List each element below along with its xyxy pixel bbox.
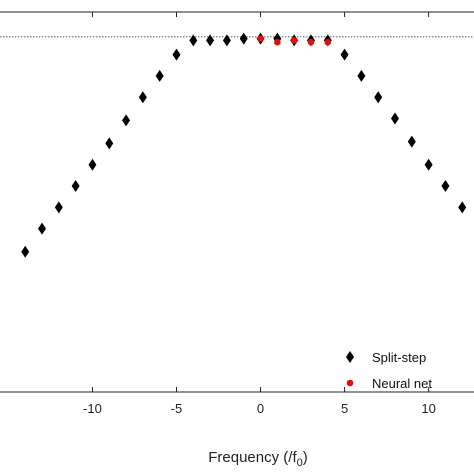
point-split-step (122, 114, 131, 127)
point-split-step (38, 222, 47, 235)
point-split-step (172, 48, 181, 61)
point-neural-net (307, 38, 315, 46)
point-split-step (407, 135, 416, 148)
point-split-step (222, 34, 231, 47)
x-axis-label-end: ) (303, 449, 308, 466)
legend-label-split-step: Split-step (372, 350, 426, 365)
point-split-step (424, 158, 433, 171)
legend-marker-neural-net (346, 379, 354, 387)
legend: Split-step Neural net (346, 350, 432, 391)
x-tick-label: 5 (341, 401, 348, 416)
point-split-step (88, 158, 97, 171)
x-axis-label-subscript: 0 (297, 457, 303, 469)
plot-area: -10 -5 0 5 10 (0, 11, 474, 416)
point-split-step (105, 137, 114, 150)
legend-marker-split-step (346, 351, 354, 363)
point-neural-net (290, 37, 298, 44)
point-split-step (206, 34, 215, 47)
data-points (21, 32, 467, 258)
point-neural-net (324, 38, 332, 46)
point-split-step (357, 69, 366, 82)
legend-label-neural-net: Neural net (372, 376, 432, 391)
x-tick-label: -10 (83, 401, 102, 416)
point-split-step (239, 32, 248, 45)
point-split-step (391, 112, 399, 125)
x-ticks: -10 -5 0 5 10 (83, 12, 436, 416)
point-split-step (374, 91, 383, 104)
point-split-step (71, 180, 80, 193)
point-split-step (21, 245, 30, 258)
x-tick-label: 10 (421, 401, 435, 416)
point-split-step (441, 180, 450, 193)
point-split-step (54, 201, 63, 214)
point-neural-net (257, 35, 264, 42)
point-split-step (340, 48, 349, 61)
point-split-step (189, 34, 198, 47)
point-neural-net (274, 38, 281, 46)
point-split-step (155, 69, 164, 82)
x-axis-label-main: Frequency (/f (208, 449, 297, 466)
legend-entry-split-step: Split-step (346, 350, 426, 365)
point-split-step (458, 201, 467, 214)
point-split-step (138, 91, 147, 104)
x-tick-label: -5 (171, 401, 183, 416)
legend-entry-neural-net: Neural net (346, 376, 432, 391)
x-tick-label: 0 (257, 401, 264, 416)
x-axis-label: Frequency (/f0) (208, 449, 308, 469)
